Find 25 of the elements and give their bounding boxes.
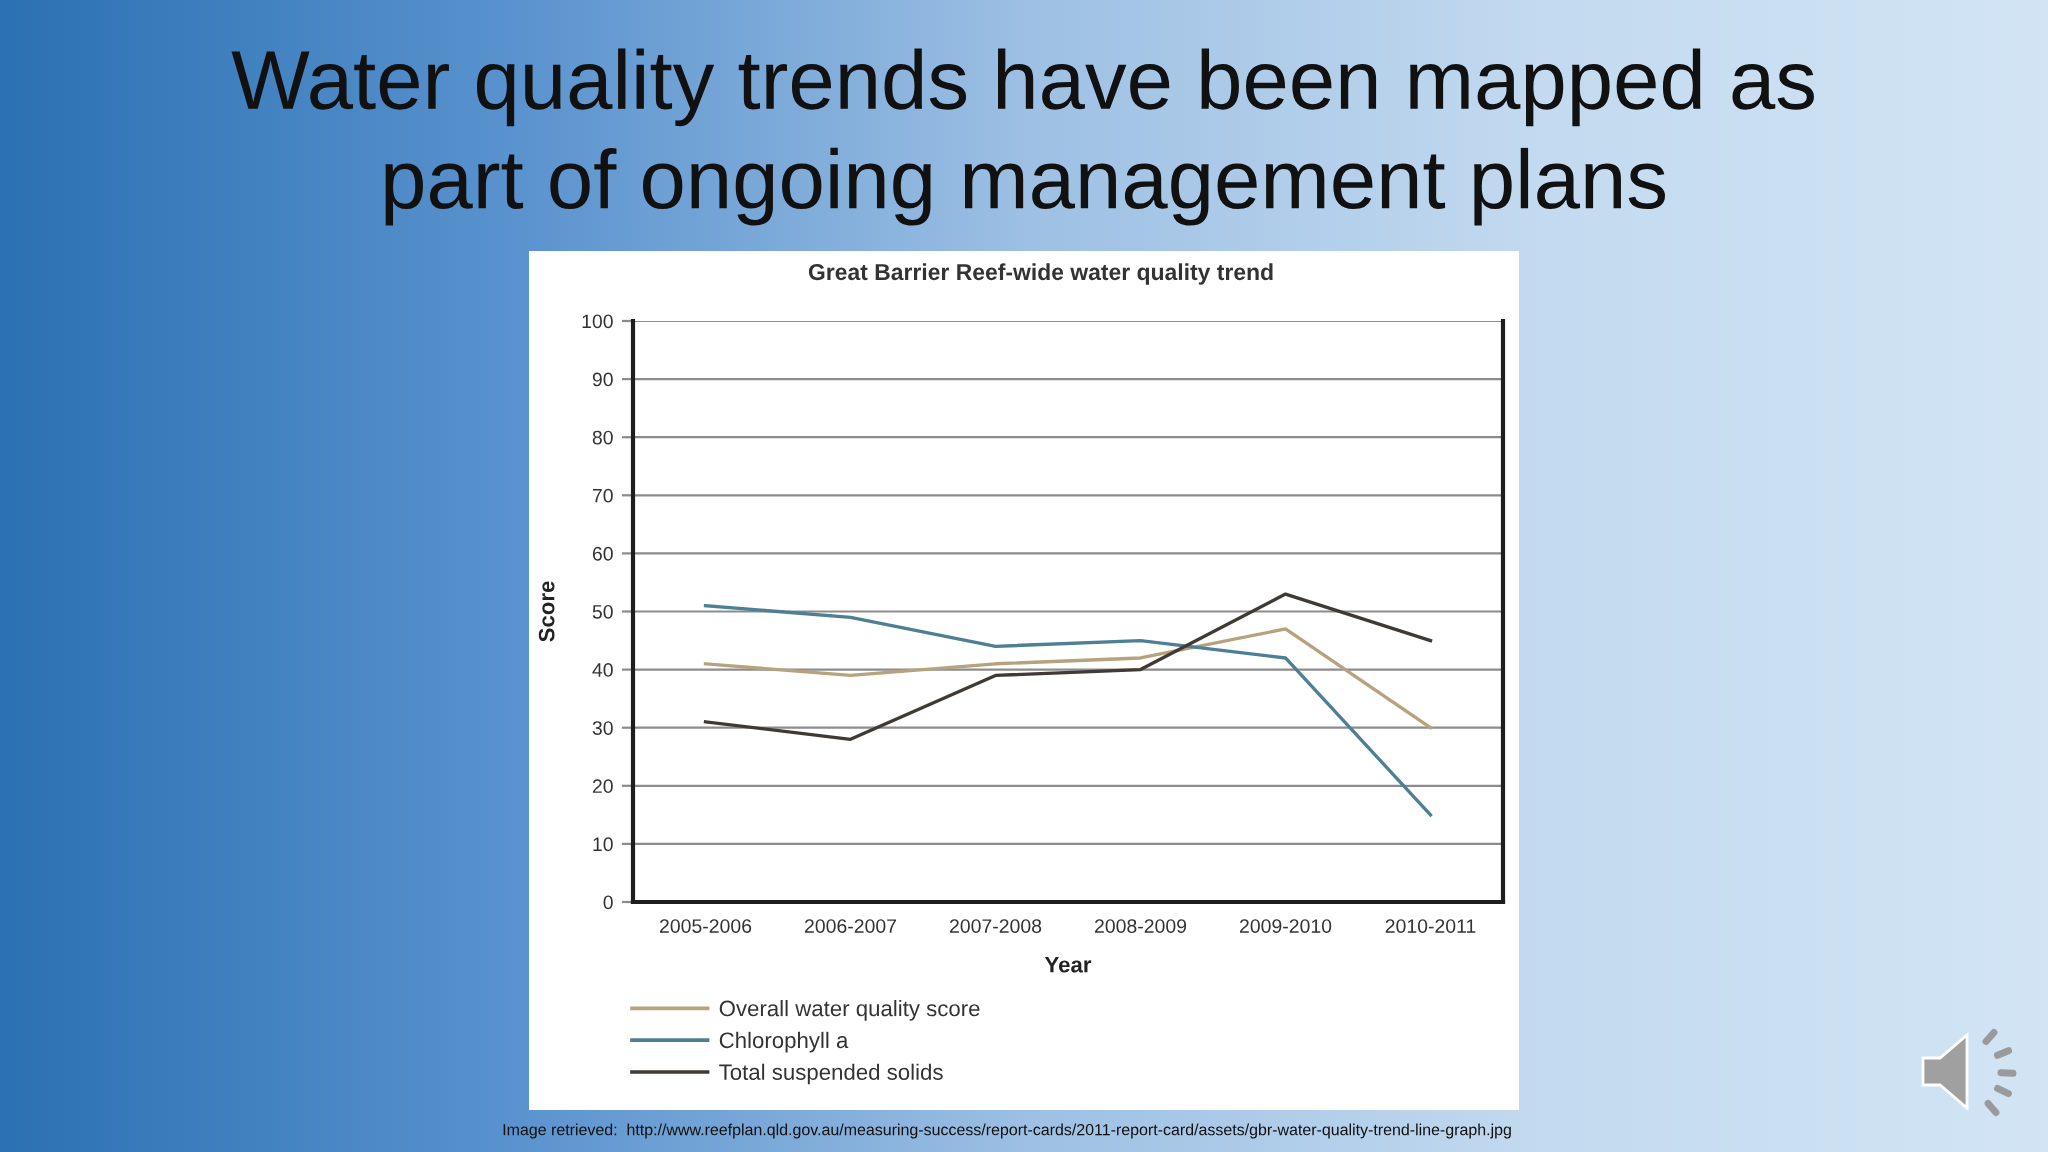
y-tick-label: 70 bbox=[592, 488, 613, 503]
y-tick-label: 50 bbox=[592, 604, 613, 619]
y-tick-label: 40 bbox=[592, 663, 613, 677]
x-tick-label: 2006-2007 bbox=[804, 919, 897, 933]
chart-subtitle: Great Barrier Reef-wide water quality trend bbox=[808, 263, 1273, 285]
x-tick-label: 2005-2006 bbox=[659, 919, 752, 933]
y-tick-label: 60 bbox=[592, 546, 613, 561]
legend-label: Overall water quality score bbox=[719, 1000, 980, 1021]
y-tick-label: 100 bbox=[582, 314, 613, 329]
y-tick-label: 10 bbox=[593, 837, 613, 852]
y-tick-label: 20 bbox=[592, 779, 613, 794]
y-tick-label: 0 bbox=[603, 895, 613, 910]
chart-title: Water quality trends have been mapped as part of ongoing management plans bbox=[231, 48, 1814, 226]
x-tick-label: 2009-2010 bbox=[1239, 919, 1332, 933]
x-tick-label: 2007-2008 bbox=[949, 919, 1042, 933]
legend-label: Chlorophyll a bbox=[719, 1031, 849, 1053]
x-axis-title: Year bbox=[1044, 957, 1092, 973]
x-tick-label: 2010-2011 bbox=[1385, 919, 1476, 933]
y-tick-label: 90 bbox=[592, 372, 613, 387]
y-axis-title: Score bbox=[538, 581, 555, 642]
x-tick-label: 2008-2009 bbox=[1094, 919, 1187, 933]
y-tick-label: 30 bbox=[592, 721, 613, 735]
legend-label: Total suspended solids bbox=[719, 1063, 943, 1085]
y-tick-label: 80 bbox=[592, 430, 613, 445]
text: Image retrieved: http://www.reefplan.qld.gov.au/measuring-success/report-cards/2011-report-card/assets/gbr-water-quality-trend-line-graph.jpg bbox=[503, 1123, 1511, 1139]
